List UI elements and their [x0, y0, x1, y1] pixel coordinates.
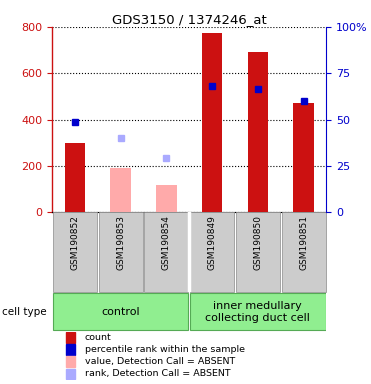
FancyBboxPatch shape: [236, 212, 280, 292]
Bar: [247, 52, 268, 212]
Bar: [110, 168, 131, 212]
Bar: [66, 369, 75, 379]
FancyBboxPatch shape: [53, 293, 188, 330]
FancyBboxPatch shape: [190, 293, 326, 330]
Bar: [66, 356, 75, 367]
FancyBboxPatch shape: [99, 212, 142, 292]
Text: cell type: cell type: [2, 307, 46, 317]
Bar: [65, 143, 85, 212]
FancyBboxPatch shape: [144, 212, 188, 292]
Text: count: count: [85, 333, 112, 342]
Bar: [66, 344, 75, 355]
Text: GSM190853: GSM190853: [116, 215, 125, 270]
FancyBboxPatch shape: [282, 212, 326, 292]
Text: inner medullary
collecting duct cell: inner medullary collecting duct cell: [206, 301, 310, 323]
Bar: [66, 332, 75, 343]
Text: GSM190851: GSM190851: [299, 215, 308, 270]
Text: value, Detection Call = ABSENT: value, Detection Call = ABSENT: [85, 357, 235, 366]
Bar: [293, 103, 314, 212]
Text: rank, Detection Call = ABSENT: rank, Detection Call = ABSENT: [85, 369, 230, 378]
Bar: [156, 185, 177, 212]
Text: percentile rank within the sample: percentile rank within the sample: [85, 345, 245, 354]
Text: GSM190849: GSM190849: [208, 215, 217, 270]
Title: GDS3150 / 1374246_at: GDS3150 / 1374246_at: [112, 13, 267, 26]
Bar: [202, 33, 222, 212]
Text: control: control: [101, 307, 140, 317]
Text: GSM190854: GSM190854: [162, 215, 171, 270]
FancyBboxPatch shape: [190, 212, 234, 292]
FancyBboxPatch shape: [53, 212, 97, 292]
Text: GSM190852: GSM190852: [70, 215, 79, 270]
Text: GSM190850: GSM190850: [253, 215, 262, 270]
